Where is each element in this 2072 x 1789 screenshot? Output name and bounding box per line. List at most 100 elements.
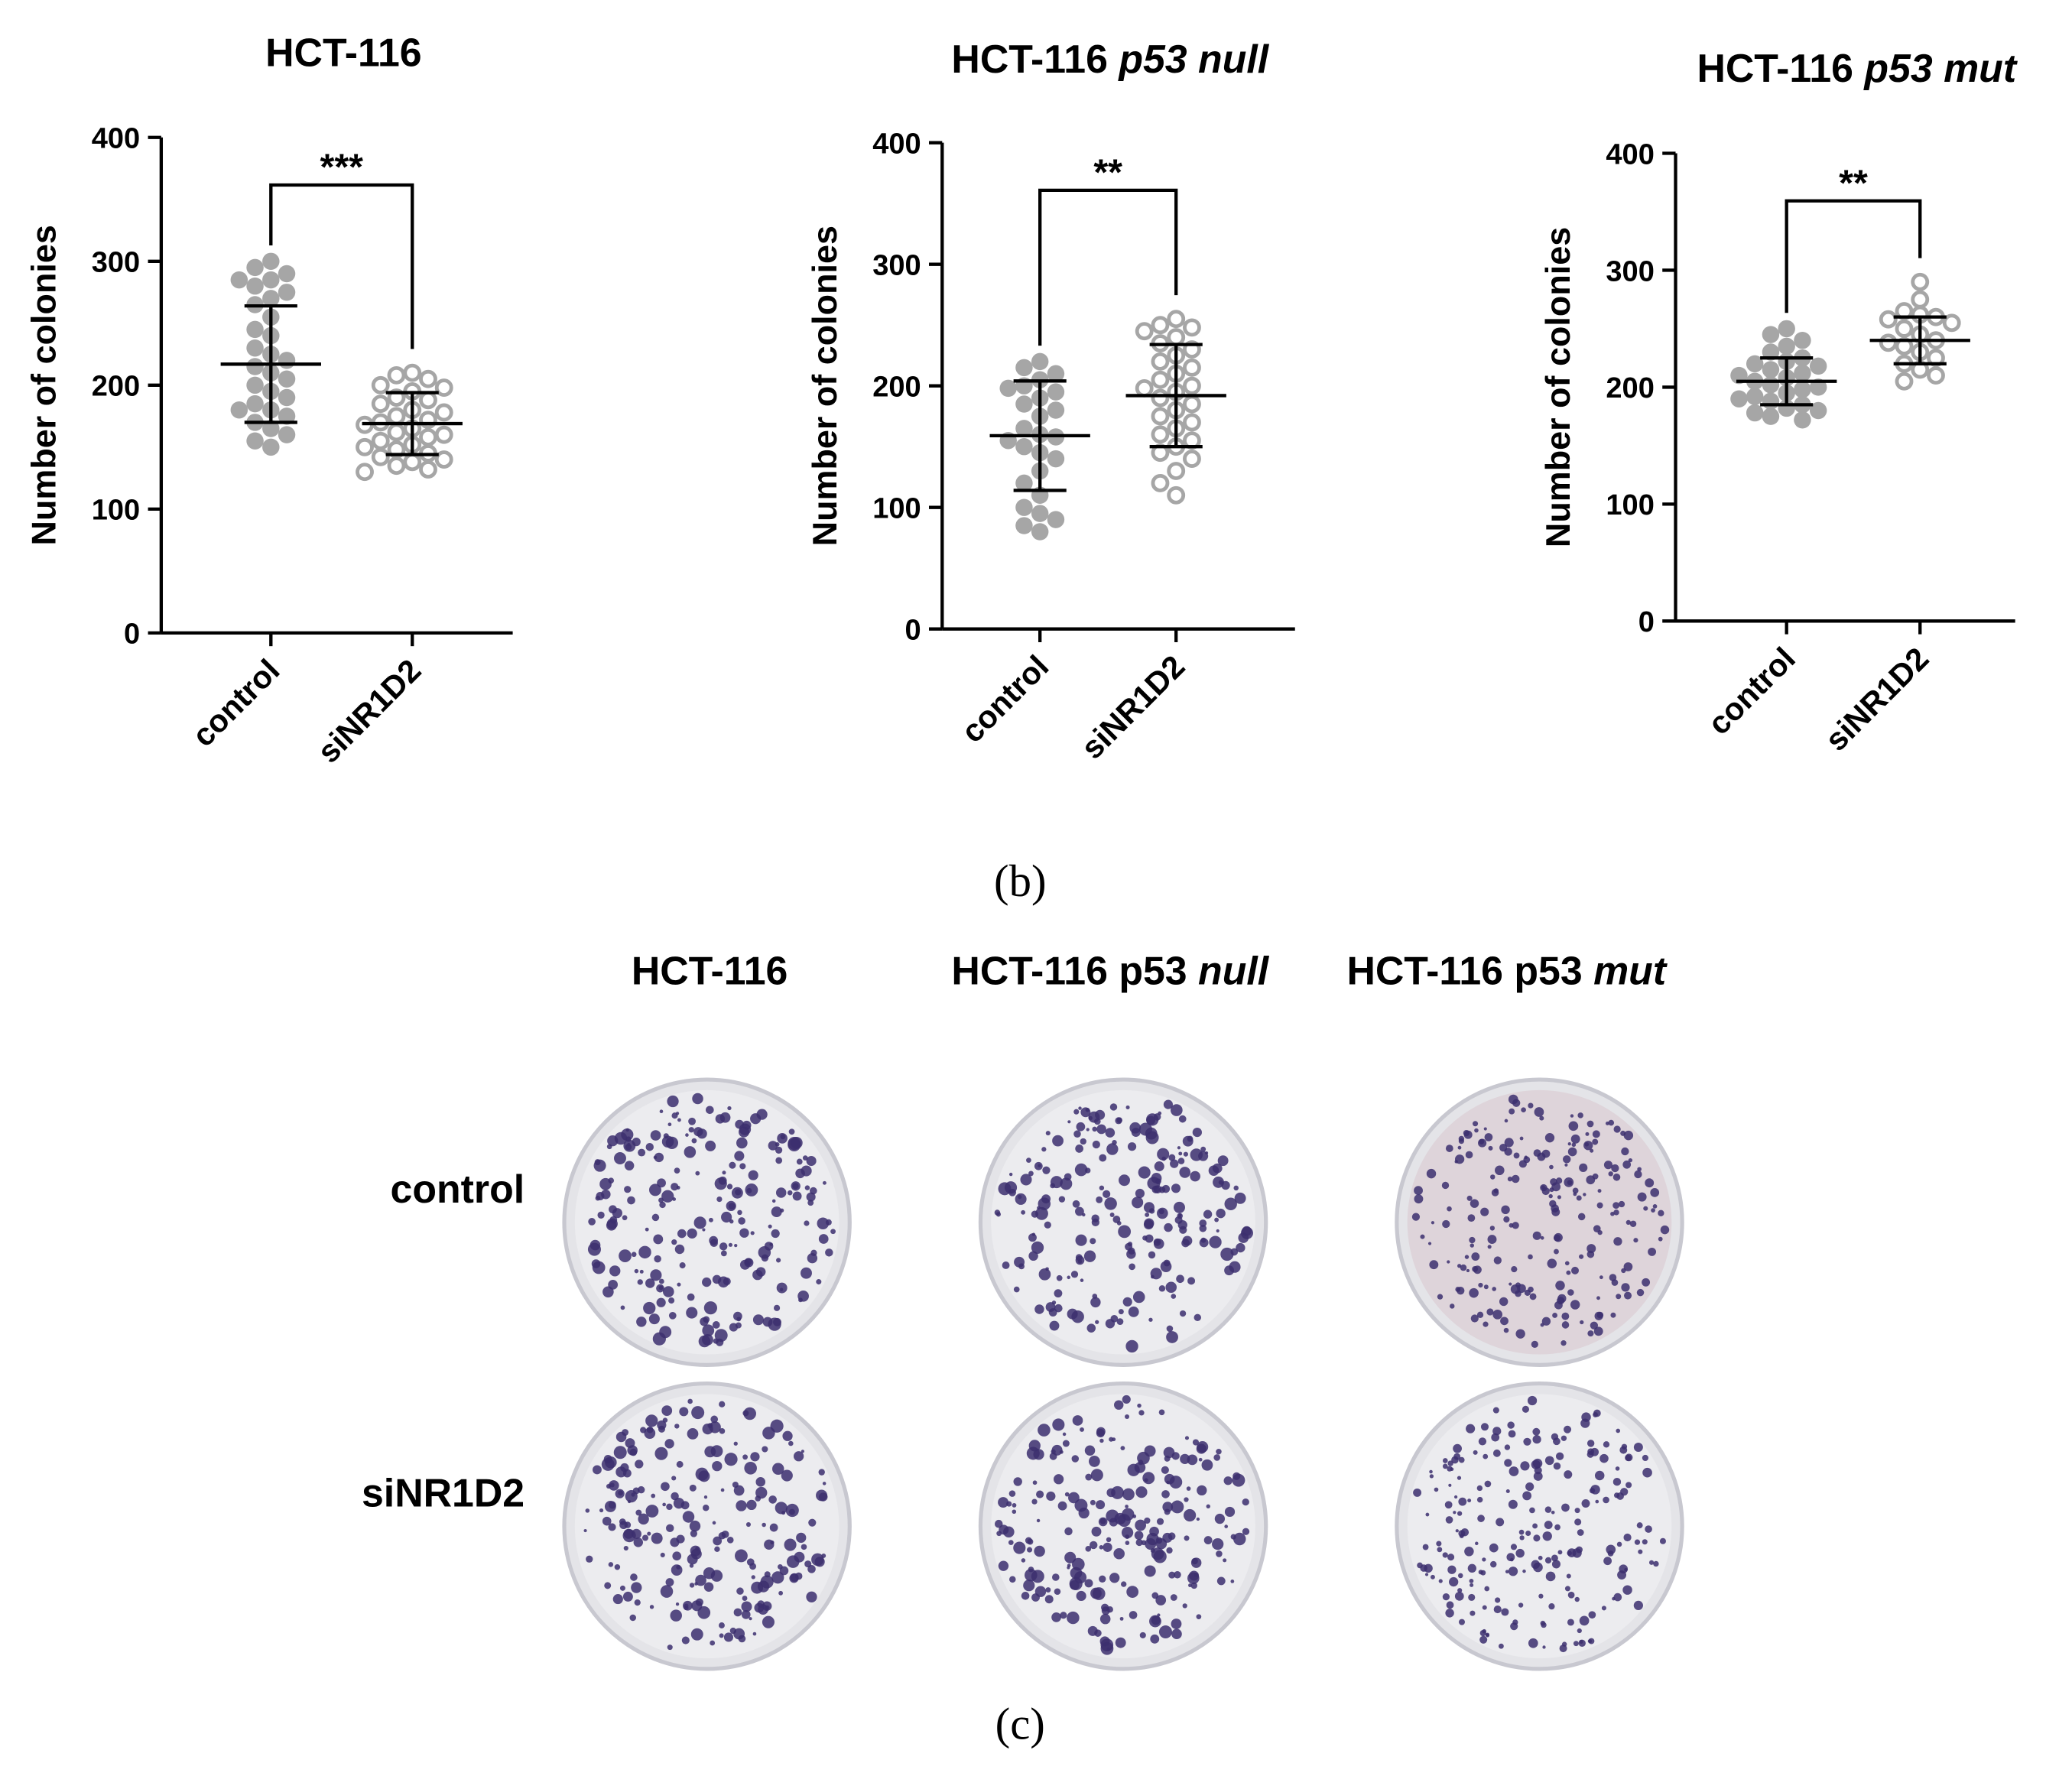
colony (736, 1587, 744, 1595)
colony (1062, 1440, 1070, 1447)
colony (762, 1522, 766, 1528)
data-point (1047, 401, 1065, 419)
colony (633, 1537, 644, 1547)
colony (810, 1249, 817, 1256)
colony (1511, 1174, 1520, 1183)
title-text: HCT-116 (265, 30, 422, 74)
data-point (371, 375, 390, 394)
colony (703, 1505, 710, 1511)
colony (1120, 1446, 1125, 1451)
colony (638, 1245, 651, 1259)
colony (742, 1410, 749, 1417)
colony (1594, 1311, 1603, 1320)
colony (1472, 1121, 1479, 1127)
significance-label: ** (1093, 152, 1122, 193)
colony (1490, 1560, 1497, 1568)
colony (1574, 1596, 1580, 1602)
colony (1217, 1155, 1229, 1167)
data-point (1794, 411, 1811, 429)
colony (622, 1429, 629, 1436)
colony (586, 1555, 593, 1563)
colony (818, 1492, 828, 1502)
y-axis-label: Number of colonies (24, 225, 63, 545)
y-tick-label: 400 (872, 128, 921, 161)
colony (1088, 1111, 1100, 1123)
colony (1196, 1517, 1200, 1521)
colony (1161, 1466, 1169, 1474)
colony (1544, 1133, 1555, 1143)
colony (807, 1200, 814, 1206)
colony (1128, 1306, 1139, 1317)
colony (1057, 1501, 1067, 1511)
colony (1026, 1446, 1040, 1460)
data-point (1151, 425, 1170, 444)
colony (806, 1192, 816, 1202)
colony (654, 1255, 661, 1263)
colony (1045, 1131, 1051, 1136)
colony (627, 1196, 635, 1205)
data-point (1047, 511, 1065, 528)
colony (1533, 1472, 1543, 1481)
colony (1460, 1264, 1467, 1271)
colony (1153, 1113, 1161, 1121)
colony (583, 1529, 587, 1533)
colony (1636, 1288, 1645, 1297)
colony (1495, 1597, 1501, 1603)
colony (1564, 1261, 1570, 1266)
colony (702, 1277, 712, 1287)
colony (1127, 1142, 1137, 1151)
colony (1625, 1454, 1632, 1462)
colony (1504, 1119, 1509, 1123)
colony (654, 1446, 668, 1460)
chart-title: HCT-116 (265, 30, 422, 74)
colony (1161, 1156, 1167, 1161)
data-point (262, 438, 280, 456)
colony (1216, 1208, 1226, 1219)
data-point (1015, 420, 1033, 437)
colony (742, 1596, 748, 1601)
colony (1589, 1488, 1596, 1494)
colony (1422, 1544, 1429, 1550)
colony (1467, 1498, 1472, 1503)
colony (1115, 1637, 1126, 1648)
colony (1489, 1543, 1499, 1553)
colony (1138, 1122, 1152, 1136)
colony (1038, 1164, 1041, 1167)
colony (1179, 1167, 1191, 1178)
colony (1138, 1166, 1151, 1179)
data-point (387, 456, 406, 476)
colony (1126, 1586, 1139, 1598)
colony (1170, 1104, 1183, 1116)
column-header: HCT-116 (632, 949, 788, 993)
colony (788, 1508, 795, 1515)
colony (1512, 1619, 1518, 1625)
colony (1551, 1207, 1560, 1216)
data-point (371, 431, 390, 450)
colony (689, 1520, 701, 1532)
colony (994, 1209, 1001, 1216)
colony (637, 1279, 643, 1285)
colony (1612, 1202, 1620, 1209)
colony (1470, 1583, 1474, 1587)
colony (674, 1244, 685, 1255)
colony (1532, 1523, 1538, 1529)
colony (1201, 1459, 1213, 1471)
colony (1028, 1170, 1034, 1177)
colony (818, 1469, 825, 1476)
colony (1570, 1134, 1580, 1144)
colony (998, 1560, 1009, 1571)
colony (695, 1170, 700, 1176)
colony (1106, 1648, 1110, 1651)
colony (768, 1224, 772, 1229)
data-point (262, 290, 280, 307)
colony (744, 1258, 752, 1266)
colony (1224, 1506, 1236, 1518)
data-point (262, 271, 280, 289)
colony (1637, 1167, 1642, 1172)
data-point (419, 391, 437, 410)
colony (1616, 1294, 1622, 1300)
colony (1122, 1297, 1132, 1307)
colony (686, 1307, 698, 1319)
colony (702, 1228, 706, 1232)
colony (664, 1439, 674, 1449)
